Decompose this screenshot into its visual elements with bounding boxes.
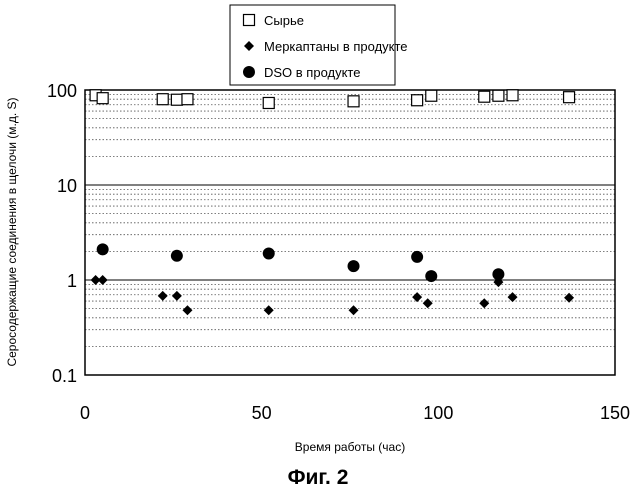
y-tick-label: 10: [57, 176, 77, 196]
feed-point: [263, 97, 274, 108]
mercaptan-point: [182, 305, 192, 315]
feed-point: [348, 96, 359, 107]
feed-point: [157, 94, 168, 105]
dso-point: [348, 260, 360, 272]
x-tick-label: 50: [252, 403, 272, 423]
mercaptan-point: [349, 305, 359, 315]
figure-caption: Фиг. 2: [0, 466, 636, 490]
dso-point: [263, 248, 275, 260]
mercaptan-point: [479, 298, 489, 308]
legend-label: Меркаптаны в продукте: [264, 39, 408, 54]
data-marks: [90, 90, 574, 316]
dso-point: [171, 250, 183, 262]
mercaptan-point: [158, 291, 168, 301]
feed-point: [412, 95, 423, 106]
mercaptan-point: [423, 298, 433, 308]
x-tick-label: 0: [80, 403, 90, 423]
grid-lines: [85, 94, 615, 375]
mercaptan-point: [98, 275, 108, 285]
dso-point: [492, 268, 504, 280]
axis-ticks: 0.1 1 10 100 0 50 100 150: [47, 81, 630, 423]
mercaptan-point: [412, 292, 422, 302]
y-axis-label: Серосодержащие соединения в щелочи (м.д.…: [5, 97, 19, 366]
feed-point: [97, 93, 108, 104]
feed-point: [426, 90, 437, 101]
legend-label: DSO в продукте: [264, 65, 360, 80]
dso-point: [97, 243, 109, 255]
mercaptan-point: [264, 305, 274, 315]
x-tick-label: 100: [423, 403, 453, 423]
legend: Сырье Меркаптаны в продукте DSO в продукте: [230, 5, 408, 85]
dso-point: [425, 270, 437, 282]
feed-point: [182, 94, 193, 105]
feed-point: [493, 90, 504, 101]
feed-point: [564, 92, 575, 103]
feed-point: [171, 94, 182, 105]
dso-point: [411, 251, 423, 263]
plot-area-frame: [85, 90, 615, 375]
mercaptan-point: [508, 292, 518, 302]
x-axis-label: Время работы (час): [295, 440, 405, 454]
y-tick-label: 1: [67, 271, 77, 291]
y-tick-label: 0.1: [52, 366, 77, 386]
open-square-icon: [244, 15, 255, 26]
feed-point: [507, 90, 518, 101]
feed-point: [479, 91, 490, 102]
legend-label: Сырье: [264, 13, 304, 28]
mercaptan-point: [172, 291, 182, 301]
circle-icon: [243, 66, 255, 78]
x-tick-label: 150: [600, 403, 630, 423]
y-tick-label: 100: [47, 81, 77, 101]
